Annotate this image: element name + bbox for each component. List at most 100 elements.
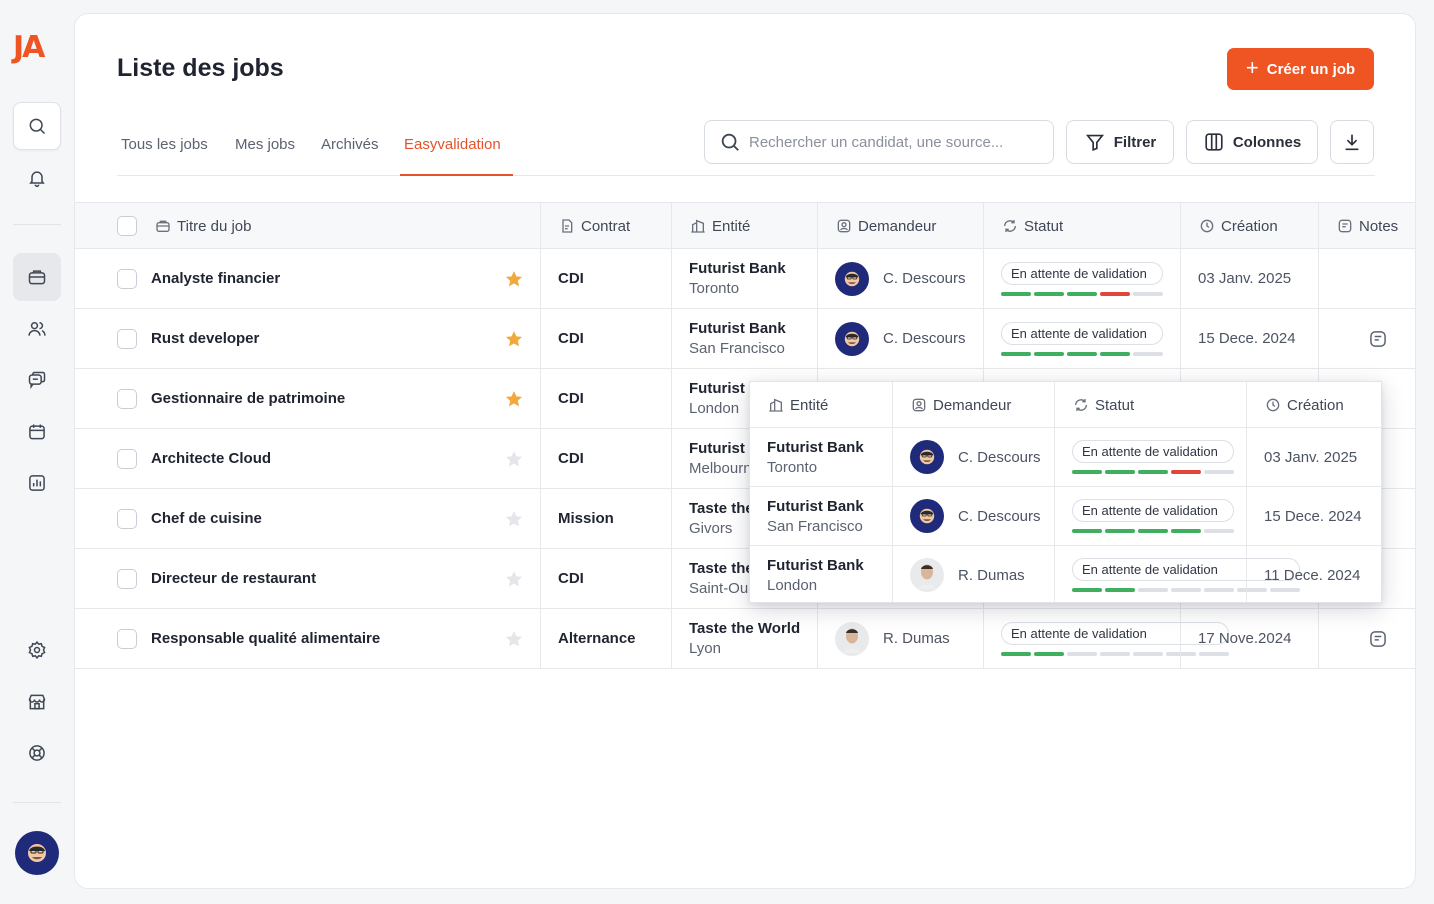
job-title[interactable]: Chef de cuisine [151,510,262,527]
star-outline-icon[interactable] [504,449,524,469]
row-checkbox[interactable] [117,388,137,409]
table-row[interactable]: Rust developer CDI Futurist Bank San Franci… [75,309,1415,369]
validation-progress [1072,588,1300,592]
job-title[interactable]: Responsable qualité alimentaire [151,630,381,647]
row-checkbox[interactable] [117,568,137,589]
status-badge: En attente de validation [1001,621,1229,645]
sidebar-item-reports[interactable] [13,459,61,507]
popover-row[interactable]: Futurist Bank Toronto C. Descours En attent… [750,428,1381,487]
sidebar-notifications-button[interactable] [13,154,61,202]
columns-button[interactable]: Colonnes [1186,120,1318,164]
sidebar-item-messages[interactable] [13,356,61,404]
sidebar: JA [0,0,74,904]
cell-title: Gestionnaire de patrimoine [75,369,540,428]
tab-all-jobs[interactable]: Tous les jobs [121,136,208,153]
table-row[interactable]: Responsable qualité alimentaire Alternanc… [75,609,1415,669]
column-notes[interactable]: Notes [1318,203,1415,249]
column-contract[interactable]: Contrat [540,203,671,249]
entity-city: Melbourn [689,460,752,477]
requester-name: R. Dumas [883,630,950,647]
column-entity[interactable]: Entité [671,203,817,249]
row-checkbox[interactable] [117,508,137,529]
column-title[interactable]: Titre du job [75,203,540,249]
contract-type: Mission [558,510,614,527]
entity-name: Futurist Bank [767,556,864,574]
progress-segment [1171,529,1201,533]
tab-archived[interactable]: Archivés [321,136,379,153]
entity-city: San Francisco [767,517,863,535]
cell-contract: CDI [540,429,671,488]
cell-requester: C. Descours [817,249,983,308]
column-created[interactable]: Création [1180,203,1318,249]
avatar [910,440,944,474]
entity-city: Toronto [689,280,740,297]
job-title[interactable]: Gestionnaire de patrimoine [151,390,346,407]
tab-my-jobs[interactable]: Mes jobs [235,136,296,153]
download-button[interactable] [1330,120,1374,164]
gear-icon [28,640,46,660]
popover-cell-entity: Futurist Bank Toronto [750,428,892,486]
sidebar-item-calendar[interactable] [13,408,61,456]
note-icon[interactable] [1368,629,1388,649]
sidebar-item-jobs[interactable] [13,253,61,301]
job-title[interactable]: Rust developer [151,330,260,347]
row-checkbox[interactable] [117,328,137,349]
star-outline-icon[interactable] [504,569,524,589]
row-checkbox[interactable] [117,628,137,649]
cell-notes [1318,249,1415,308]
filter-button[interactable]: Filtrer [1066,120,1174,164]
job-title[interactable]: Analyste financier [151,270,281,287]
building-icon [691,219,705,233]
popover-cell-status: En attente de validation [1054,487,1246,545]
created-date: 15 Dece. 2024 [1264,507,1362,525]
select-all-checkbox[interactable] [117,216,137,236]
create-job-button[interactable]: + Créer un job [1227,48,1374,90]
avatar [835,261,869,296]
star-outline-icon[interactable] [504,509,524,529]
column-created-label: Création [1221,217,1278,235]
user-square-icon [837,219,851,233]
sidebar-search-button[interactable] [13,102,61,150]
create-job-label: Créer un job [1266,60,1356,78]
cell-entity: Taste the World Lyon [671,609,817,668]
cell-contract: CDI [540,549,671,608]
star-outline-icon[interactable] [504,629,524,649]
progress-segment [1138,529,1168,533]
progress-segment [1105,588,1135,592]
popover-row[interactable]: Futurist Bank San Francisco C. Descours En … [750,487,1381,546]
sidebar-item-store[interactable] [13,678,61,726]
user-avatar[interactable] [15,831,59,875]
popover-column-entity-label: Entité [790,396,829,414]
row-checkbox[interactable] [117,268,137,289]
sidebar-item-help[interactable] [13,729,61,777]
job-title[interactable]: Directeur de restaurant [151,570,317,587]
entity-city: Lyon [689,640,721,657]
table-row[interactable]: Analyste financier CDI Futurist Bank Toront… [75,249,1415,309]
column-requester[interactable]: Demandeur [817,203,983,249]
progress-segment [1072,470,1102,474]
cell-entity: Futurist I London [671,369,817,428]
cell-notes [1318,309,1415,368]
note-icon[interactable] [1368,329,1388,349]
star-filled-icon[interactable] [504,389,524,409]
row-checkbox[interactable] [117,448,137,469]
progress-segment [1166,651,1196,656]
sidebar-item-candidates[interactable] [13,305,61,353]
star-filled-icon[interactable] [504,329,524,349]
cell-title: Analyste financier [75,249,540,308]
cell-title: Rust developer [75,309,540,368]
tab-easyvalidation[interactable]: Easyvalidation [400,132,513,176]
status-badge: En attente de validation [1001,261,1163,285]
cell-requester: R. Dumas [817,609,983,668]
plus-icon: + [1245,55,1259,80]
job-title[interactable]: Architecte Cloud [151,450,272,467]
popover-cell-status: En attente de validation [1054,546,1300,602]
table-row[interactable]: Directeur de restaurant CDI Taste the Saint… [75,549,1415,609]
progress-segment [1204,529,1234,533]
column-status[interactable]: Statut [983,203,1180,249]
sidebar-item-settings[interactable] [13,626,61,674]
star-filled-icon[interactable] [504,269,524,289]
popover-row[interactable]: Futurist Bank London R. Dumas En attente de… [750,546,1381,602]
search-input[interactable]: Rechercher un candidat, une source... [704,120,1054,164]
table-row[interactable]: Architecte Cloud CDI Futurist I Melbourn [75,429,1415,489]
